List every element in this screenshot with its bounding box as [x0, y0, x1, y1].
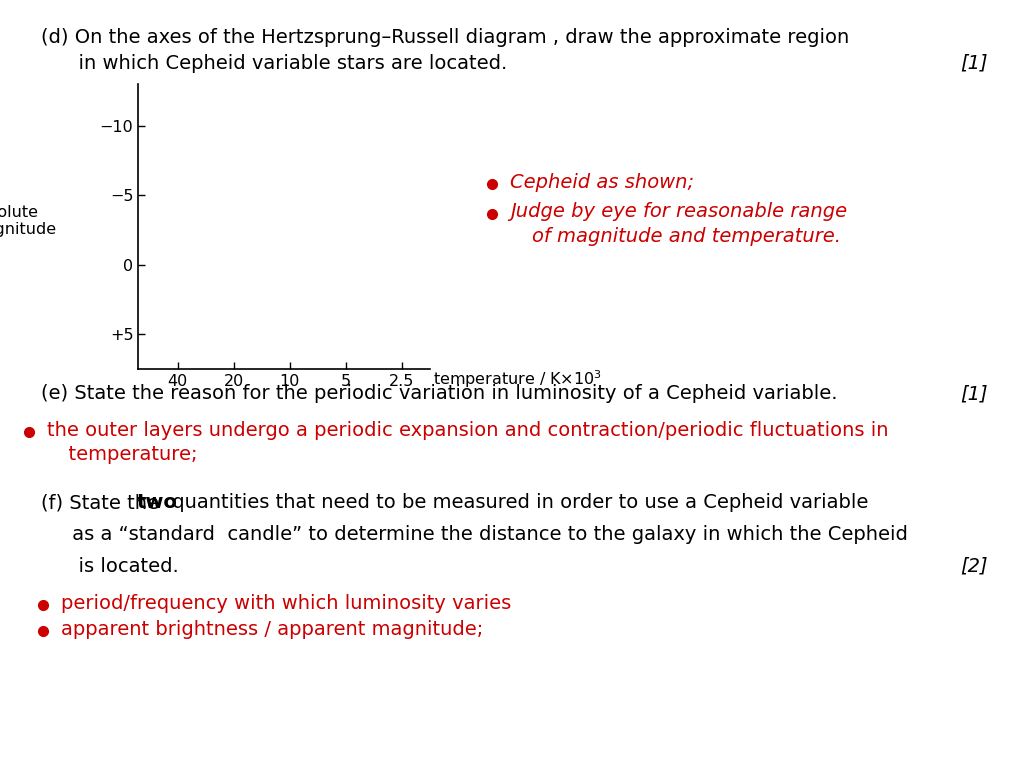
Text: [2]: [2] [961, 557, 988, 576]
Text: (f) State the: (f) State the [41, 493, 165, 512]
Text: apparent brightness / apparent magnitude;: apparent brightness / apparent magnitude… [61, 621, 483, 639]
Text: quantities that need to be measured in order to use a Cepheid variable: quantities that need to be measured in o… [166, 493, 868, 512]
Text: [1]: [1] [961, 54, 988, 73]
Text: the outer layers undergo a periodic expansion and contraction/periodic fluctuati: the outer layers undergo a periodic expa… [47, 421, 889, 439]
Text: two: two [137, 493, 178, 512]
Text: (e) State the reason for the periodic variation in luminosity of a Cepheid varia: (e) State the reason for the periodic va… [41, 384, 838, 403]
Text: as a “standard  candle” to determine the distance to the galaxy in which the Cep: as a “standard candle” to determine the … [41, 525, 908, 545]
Text: of magnitude and temperature.: of magnitude and temperature. [532, 227, 842, 246]
Text: temperature / K×10$^3$: temperature / K×10$^3$ [433, 369, 602, 390]
Text: is located.: is located. [41, 557, 179, 576]
Text: temperature;: temperature; [56, 445, 198, 464]
Text: period/frequency with which luminosity varies: period/frequency with which luminosity v… [61, 594, 512, 613]
Text: Judge by eye for reasonable range: Judge by eye for reasonable range [510, 203, 847, 221]
Text: Cepheid as shown;: Cepheid as shown; [510, 174, 694, 192]
Text: (d) On the axes of the Hertzsprung–Russell diagram , draw the approximate region: (d) On the axes of the Hertzsprung–Russe… [41, 28, 849, 48]
Y-axis label: absolute
magnitude: absolute magnitude [0, 205, 56, 237]
Text: in which Cepheid variable stars are located.: in which Cepheid variable stars are loca… [41, 54, 507, 73]
Text: [1]: [1] [961, 384, 988, 403]
